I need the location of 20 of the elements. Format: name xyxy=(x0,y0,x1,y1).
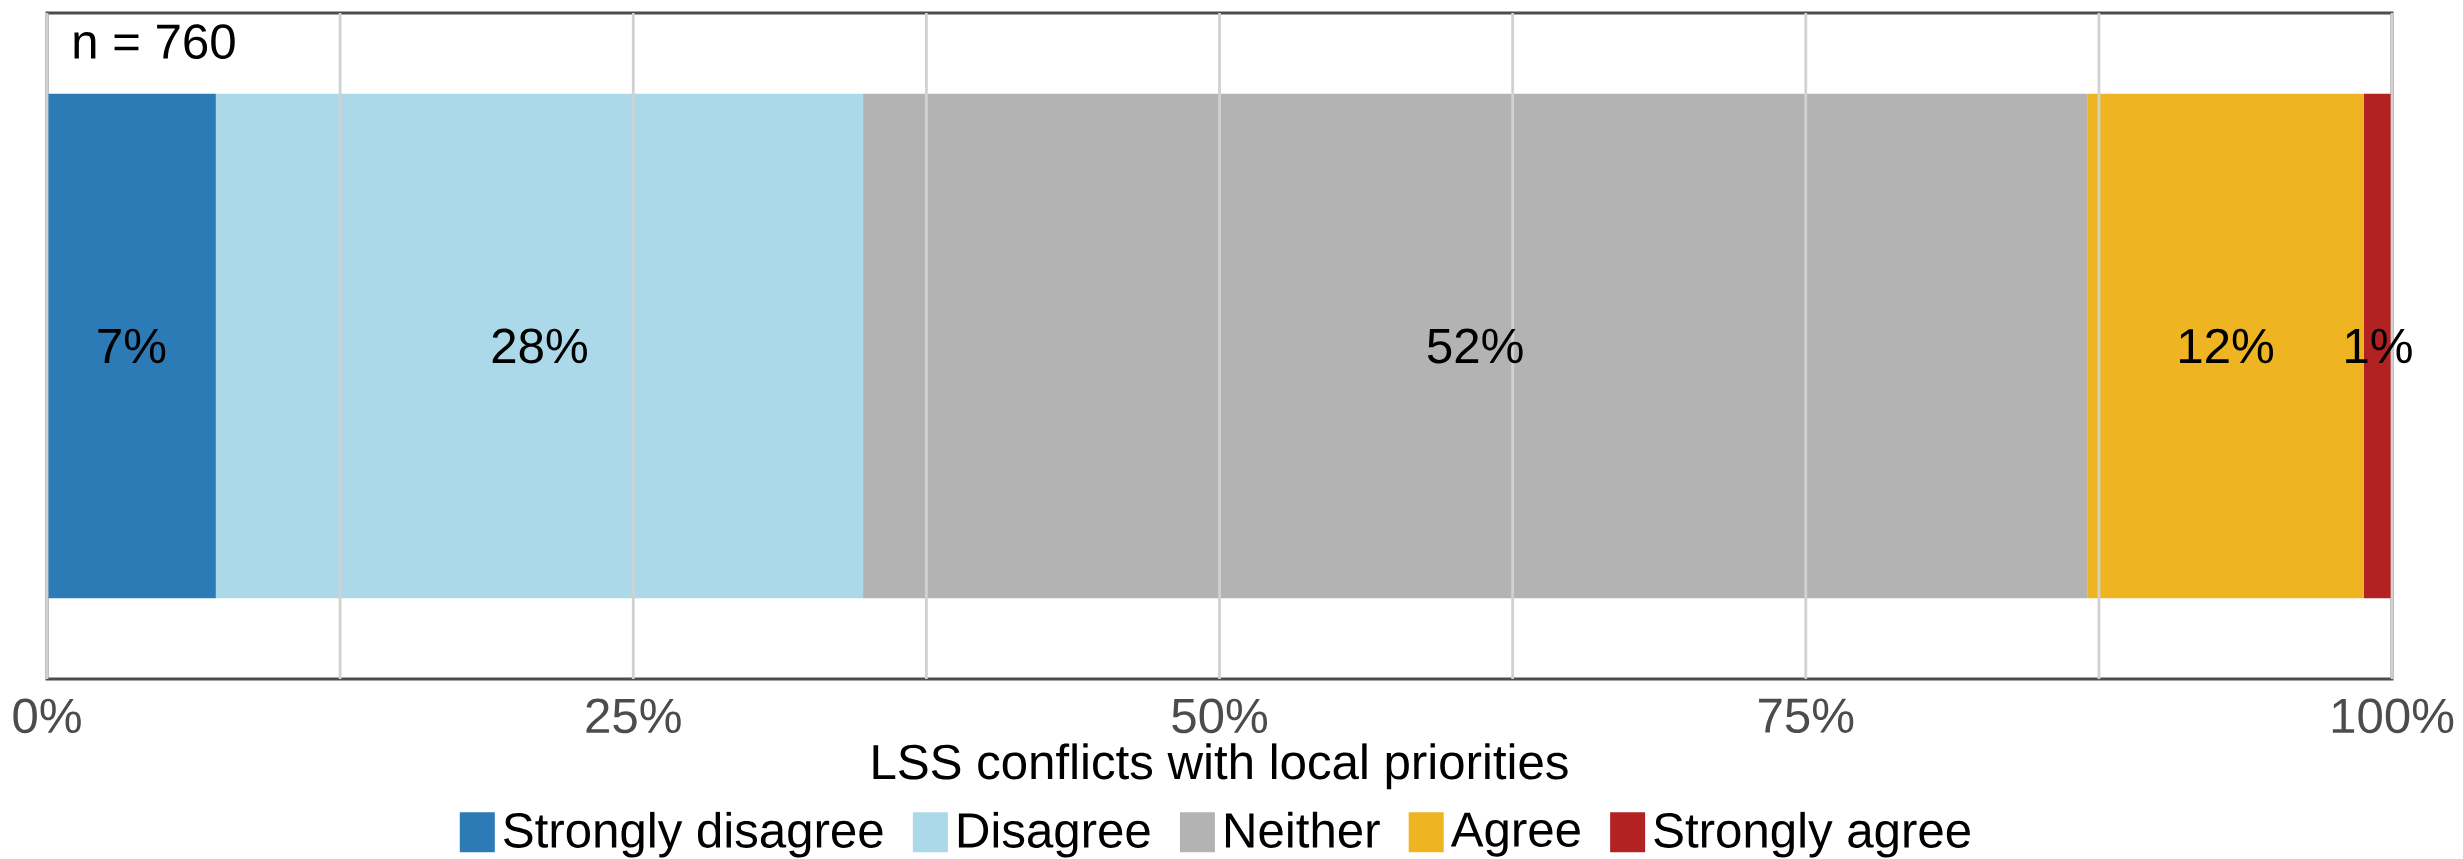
data-label: 28% xyxy=(492,328,587,364)
bar xyxy=(47,93,216,599)
data-label: 52% xyxy=(1427,328,1523,364)
x-axis-title: LSS conflicts with local priorities xyxy=(873,743,1568,790)
legend-label: Strongly agree xyxy=(1654,811,1970,858)
x-tick-label: 25% xyxy=(586,698,681,734)
legend-label: Disagree xyxy=(958,811,1150,858)
x-tick-label: 75% xyxy=(1759,698,1854,734)
data-label: 12% xyxy=(2180,328,2274,364)
bar xyxy=(215,93,864,599)
legend-label: Agree xyxy=(1450,812,1580,857)
x-tick-label: 50% xyxy=(1172,698,1267,734)
legend-label: Strongly disagree xyxy=(504,811,883,858)
bar xyxy=(863,93,2088,599)
annotation: n = 760 xyxy=(74,24,235,60)
x-tick-label: 100% xyxy=(2332,698,2454,734)
data-label: 7% xyxy=(98,328,166,364)
legend-label: Neither xyxy=(1225,811,1380,848)
x-tick-label: 0% xyxy=(13,698,81,734)
data-label: 1% xyxy=(2346,328,2412,364)
